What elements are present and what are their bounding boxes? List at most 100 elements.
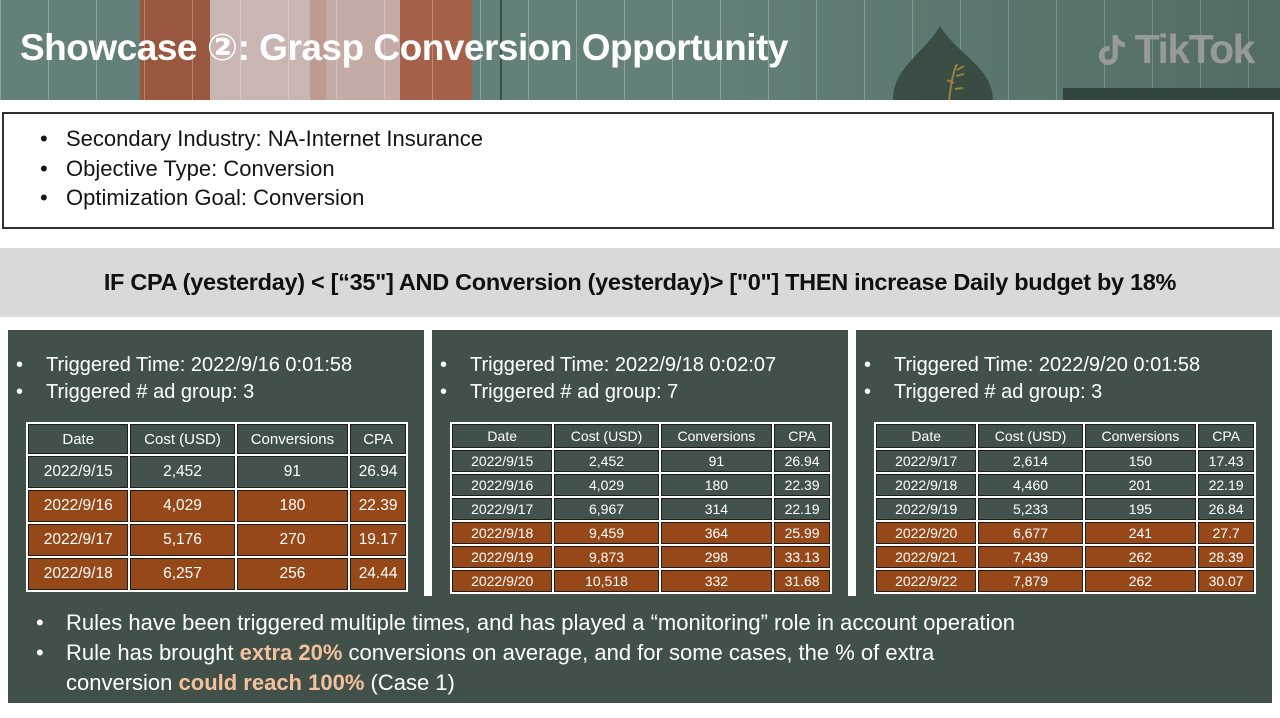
bullet-dot: • xyxy=(40,126,48,151)
triggered-count-text: Triggered # ad group: 3 xyxy=(46,381,255,403)
table-row: 2022/9/19 5,233 195 26.84 xyxy=(876,498,1254,520)
table-cell: 2022/9/16 xyxy=(28,490,129,522)
summary-bullet-2-mid: conversions on average, and for some cas… xyxy=(66,640,935,695)
bullet-dot: • xyxy=(40,155,48,181)
table-cell: 26.84 xyxy=(1198,498,1254,520)
table-cell: 2022/9/20 xyxy=(876,522,977,544)
overview-bullet-text: Objective Type: Conversion xyxy=(66,155,335,181)
table-cell: 2022/9/19 xyxy=(876,498,977,520)
table-cell: 180 xyxy=(660,474,773,496)
table-cell: 270 xyxy=(236,524,349,556)
bullet-dot: • xyxy=(40,185,48,210)
triggered-time: • Triggered Time: 2022/9/18 0:02:07 xyxy=(440,352,842,379)
rule-text: IF CPA (yesterday) < [“35"] AND Conversi… xyxy=(103,269,1177,295)
table-cell: 5,233 xyxy=(978,498,1083,520)
table-cell: 2022/9/17 xyxy=(452,498,553,520)
table-cell: 4,029 xyxy=(554,474,659,496)
header-divider-line xyxy=(500,0,502,100)
header-footer-strip xyxy=(1063,88,1280,100)
tiktok-wordmark: TikTok xyxy=(1134,26,1256,72)
table-cell: 28.39 xyxy=(1198,546,1254,568)
highlight-reach-100: could reach 100% xyxy=(178,670,365,695)
table-cell: 9,459 xyxy=(554,522,659,544)
table-row: 2022/9/18 4,460 201 22.19 xyxy=(876,474,1254,496)
table-cell: 2,452 xyxy=(130,456,235,488)
bullet-dot: • xyxy=(864,354,872,376)
table-header-row: Date Cost (USD) Conversions CPA xyxy=(876,424,1254,448)
table-row: 2022/9/17 2,614 150 17.43 xyxy=(876,450,1254,472)
table-cell: 7,439 xyxy=(978,546,1083,568)
rule-banner: IF CPA (yesterday) < [“35"] AND Conversi… xyxy=(0,248,1280,317)
panel-divider xyxy=(848,330,856,596)
overview-bullet: • Objective Type: Conversion xyxy=(40,154,1272,184)
table-cell: 2022/9/22 xyxy=(876,570,977,592)
table-cell: 332 xyxy=(660,570,773,592)
table-cell: 2022/9/15 xyxy=(28,456,129,488)
table-cell: 180 xyxy=(236,490,349,522)
table-header-cell: Conversions xyxy=(660,424,773,448)
table-cell: 25.99 xyxy=(774,522,830,544)
table-cell: 22.19 xyxy=(1198,474,1254,496)
triggered-time-text: Triggered Time: 2022/9/18 0:02:07 xyxy=(470,354,777,376)
summary-bullet-1: • Rules have been triggered multiple tim… xyxy=(36,608,1252,638)
table-header-cell: CPA xyxy=(1198,424,1254,448)
table-row: 2022/9/20 10,518 332 31.68 xyxy=(452,570,830,592)
triggered-count: • Triggered # ad group: 3 xyxy=(16,379,418,406)
table-cell: 262 xyxy=(1084,546,1197,568)
table-cell: 22.39 xyxy=(350,490,406,522)
table-row: 2022/9/18 9,459 364 25.99 xyxy=(452,522,830,544)
table-cell: 4,460 xyxy=(978,474,1083,496)
table-row: 2022/9/19 9,873 298 33.13 xyxy=(452,546,830,568)
bullet-dot: • xyxy=(36,610,44,635)
table-cell: 2022/9/15 xyxy=(452,450,553,472)
overview-bullet: • Secondary Industry: NA-Internet Insura… xyxy=(40,124,1272,154)
main-region: • Triggered Time: 2022/9/16 0:01:58 • Tr… xyxy=(8,330,1272,703)
summary-bullet-2-post: (Case 1) xyxy=(364,670,455,695)
table-header-cell: Date xyxy=(452,424,553,448)
table-cell: 6,677 xyxy=(978,522,1083,544)
table-row: 2022/9/18 6,257 256 24.44 xyxy=(28,558,406,590)
table-header-row: Date Cost (USD) Conversions CPA xyxy=(28,424,406,454)
case-panel-3: • Triggered Time: 2022/9/20 0:01:58 • Tr… xyxy=(856,330,1272,596)
summary-section: • Rules have been triggered multiple tim… xyxy=(8,596,1272,698)
table-cell: 9,873 xyxy=(554,546,659,568)
table-cell: 33.13 xyxy=(774,546,830,568)
summary-bullet-2-text: Rule has brought extra 20% conversions o… xyxy=(66,638,934,698)
table-cell: 27.7 xyxy=(1198,522,1254,544)
summary-bullet-1-text: Rules have been triggered multiple times… xyxy=(66,610,1015,635)
table-row: 2022/9/21 7,439 262 28.39 xyxy=(876,546,1254,568)
table-header-cell: Cost (USD) xyxy=(130,424,235,454)
overview-bullet-text: Secondary Industry: NA-Internet Insuranc… xyxy=(66,126,483,151)
bullet-dot: • xyxy=(440,354,448,376)
table-header-cell: Date xyxy=(28,424,129,454)
tiktok-logo: TikTok xyxy=(1094,26,1256,73)
overview-box: • Secondary Industry: NA-Internet Insura… xyxy=(2,112,1274,229)
highlight-extra-20: extra 20% xyxy=(239,640,343,665)
triggered-count: • Triggered # ad group: 3 xyxy=(864,379,1266,406)
overview-bullet: • Optimization Goal: Conversion xyxy=(40,183,1272,213)
bullet-dot: • xyxy=(16,381,24,403)
table-cell: 31.68 xyxy=(774,570,830,592)
table-cell: 26.94 xyxy=(774,450,830,472)
triggered-time: • Triggered Time: 2022/9/20 0:01:58 xyxy=(864,352,1266,379)
bullet-dot: • xyxy=(440,381,448,403)
table-cell: 6,967 xyxy=(554,498,659,520)
table-cell: 22.19 xyxy=(774,498,830,520)
table-row: 2022/9/16 4,029 180 22.39 xyxy=(452,474,830,496)
table-header-cell: Cost (USD) xyxy=(978,424,1083,448)
triggered-time-text: Triggered Time: 2022/9/20 0:01:58 xyxy=(894,354,1201,376)
table-cell: 17.43 xyxy=(1198,450,1254,472)
bullet-dot: • xyxy=(36,640,44,665)
table-row: 2022/9/20 6,677 241 27.7 xyxy=(876,522,1254,544)
table-cell: 195 xyxy=(1084,498,1197,520)
panel-divider xyxy=(424,330,432,596)
table-cell: 2022/9/18 xyxy=(452,522,553,544)
table-cell: 26.94 xyxy=(350,456,406,488)
table-header-row: Date Cost (USD) Conversions CPA xyxy=(452,424,830,448)
overview-bullet-text: Optimization Goal: Conversion xyxy=(66,185,365,210)
data-table: Date Cost (USD) Conversions CPA 2022/9/15 2,… xyxy=(450,422,832,594)
table-cell: 2,614 xyxy=(978,450,1083,472)
bullet-dot: • xyxy=(16,354,24,376)
triggered-count-text: Triggered # ad group: 3 xyxy=(894,381,1103,403)
